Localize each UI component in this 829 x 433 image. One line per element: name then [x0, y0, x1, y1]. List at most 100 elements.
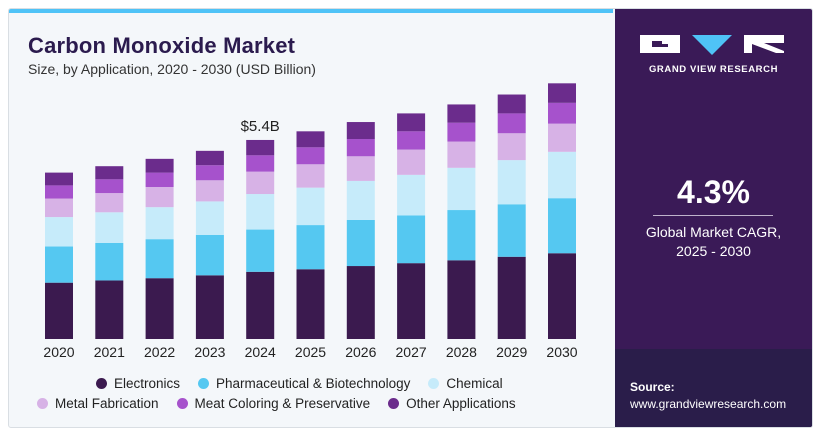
- side-panel-footer: [615, 349, 812, 427]
- bar-segment-2030-series-2: [548, 151, 576, 199]
- logo-text: GRAND VIEW RESEARCH: [648, 64, 779, 75]
- bar-segment-2030-series-5: [548, 83, 576, 103]
- bar-segment-2020-series-4: [45, 185, 73, 199]
- bar-segment-2020-series-0: [45, 282, 73, 339]
- chart-legend: Electronics Pharmaceutical & Biotechnolog…: [37, 373, 617, 413]
- bar-segment-2021-series-2: [95, 212, 124, 243]
- bar-segment-2028-series-4: [447, 122, 476, 142]
- bar-segment-2025-series-1: [296, 225, 325, 270]
- source-label: Source:: [630, 380, 675, 394]
- chart-title: Carbon Monoxide Market: [28, 33, 296, 58]
- top-accent-bar: [9, 9, 613, 13]
- bar-segment-2026-series-1: [346, 219, 375, 267]
- bar-segment-2029-series-0: [497, 256, 526, 339]
- bar-segment-2027-series-0: [397, 263, 426, 339]
- stacked-bar-chart: 2020 2021 2022 2023 $5.4B 2024 2025 2026 2027 202…: [43, 83, 578, 360]
- source-url[interactable]: www.grandviewresearch.com: [630, 397, 787, 411]
- legend-item: Pharmaceutical & Biotechnology: [198, 376, 410, 391]
- legend-swatch: [388, 397, 400, 409]
- legend-swatch: [176, 397, 188, 409]
- legend-swatch: [198, 377, 210, 389]
- x-tick-label-2022: 2022: [144, 344, 175, 360]
- bar-segment-2022-series-4: [145, 172, 174, 187]
- bar-segment-2029-series-1: [497, 204, 526, 257]
- bar-segment-2020-series-2: [45, 217, 73, 247]
- bar-segment-2025-series-2: [296, 187, 325, 226]
- bar-segment-2023-series-4: [195, 165, 224, 181]
- legend-label: Chemical: [446, 375, 503, 391]
- bar-segment-2029-series-5: [497, 94, 526, 114]
- bar-segment-2022-series-5: [145, 158, 174, 173]
- x-tick-label-2023: 2023: [194, 344, 225, 360]
- legend-item: Metal Fabrication: [37, 396, 159, 411]
- bar-segment-2023-series-0: [195, 275, 224, 339]
- bar-segment-2024-series-3: [246, 171, 275, 195]
- bar-segment-2022-series-0: [145, 278, 174, 339]
- legend-label: Meat Coloring & Preservative: [194, 395, 371, 411]
- bar-segment-2025-series-3: [296, 164, 325, 188]
- bar-segment-2021-series-3: [95, 193, 124, 213]
- x-tick-label-2027: 2027: [396, 344, 427, 360]
- bar-segment-2029-series-2: [497, 160, 526, 205]
- legend-swatch: [96, 377, 107, 389]
- bar-segment-2027-series-2: [397, 174, 426, 216]
- chart-card: Carbon Monoxide Market Size, by Applicat…: [8, 8, 813, 428]
- bar-segment-2025-series-0: [296, 269, 325, 339]
- bar-segment-2026-series-5: [346, 122, 375, 139]
- legend-label: Electronics: [114, 375, 181, 391]
- cagr-label: Global Market CAGR, 2025 - 2030: [615, 223, 812, 261]
- legend-item: Other Applications: [388, 396, 516, 411]
- bar-segment-2030-series-4: [548, 102, 576, 124]
- bar-segment-2028-series-0: [447, 260, 476, 339]
- bar-segment-2029-series-3: [497, 133, 526, 161]
- bar-segment-2024-series-1: [246, 229, 275, 272]
- x-tick-label-2025: 2025: [295, 344, 326, 360]
- cagr-value: 4.3%: [677, 174, 750, 210]
- grand-view-research-logo: [640, 35, 784, 55]
- bar-segment-2028-series-1: [447, 210, 476, 261]
- chart-subtitle: Size, by Application, 2020 - 2030 (USD B…: [28, 61, 316, 77]
- bar-segment-2022-series-1: [145, 239, 174, 279]
- cagr-label-line1: Global Market CAGR,: [645, 224, 782, 240]
- x-tick-label-2028: 2028: [446, 344, 477, 360]
- side-panel: GRAND VIEW RESEARCH 4.3% Global Market C…: [615, 9, 812, 427]
- bar-segment-2020-series-5: [45, 172, 73, 186]
- bar-segment-2029-series-4: [497, 113, 526, 134]
- bar-segment-2025-series-5: [296, 131, 325, 148]
- bar-segment-2022-series-2: [145, 207, 174, 240]
- bar-segment-2028-series-3: [447, 141, 476, 168]
- bar-segment-2030-series-1: [548, 198, 576, 254]
- bar-segment-2023-series-2: [195, 201, 224, 235]
- legend-label: Metal Fabrication: [55, 395, 159, 411]
- bar-segment-2025-series-4: [296, 147, 325, 165]
- bar-segment-2026-series-3: [346, 156, 375, 181]
- legend-label: Other Applications: [406, 395, 516, 411]
- bar-segment-2027-series-4: [397, 131, 426, 150]
- bar-segment-2028-series-5: [447, 104, 476, 123]
- bar-segment-2028-series-2: [447, 167, 476, 211]
- legend-item: Chemical: [428, 375, 503, 391]
- bar-segment-2024-series-0: [246, 271, 275, 339]
- bar-segment-2026-series-4: [346, 139, 375, 157]
- bar-segment-2030-series-3: [548, 123, 576, 152]
- bar-annotation-2024: $5.4B: [241, 118, 280, 135]
- x-tick-label-2026: 2026: [345, 344, 376, 360]
- cagr-label-line2: 2025 - 2030: [676, 243, 751, 259]
- legend-row: Metal Fabrication Meat Coloring & Preserv…: [37, 393, 617, 413]
- legend-swatch: [37, 397, 48, 409]
- bar-segment-2020-series-3: [45, 198, 73, 218]
- bar-segment-2027-series-5: [397, 113, 426, 132]
- bar-segment-2023-series-3: [195, 180, 224, 202]
- legend-item: Electronics: [96, 376, 180, 391]
- x-tick-label-2030: 2030: [546, 344, 577, 360]
- bar-segment-2020-series-1: [45, 246, 73, 283]
- legend-label: Pharmaceutical & Biotechnology: [216, 375, 411, 391]
- bar-segment-2024-series-4: [246, 155, 275, 172]
- bar-segment-2030-series-0: [548, 253, 576, 339]
- legend-item: Meat Coloring & Preservative: [176, 395, 371, 411]
- bar-segment-2023-series-1: [195, 235, 224, 276]
- x-tick-label-2020: 2020: [43, 344, 74, 360]
- x-tick-label-2029: 2029: [496, 344, 527, 360]
- bar-segment-2024-series-5: [246, 139, 275, 156]
- bar-segment-2027-series-3: [397, 149, 426, 175]
